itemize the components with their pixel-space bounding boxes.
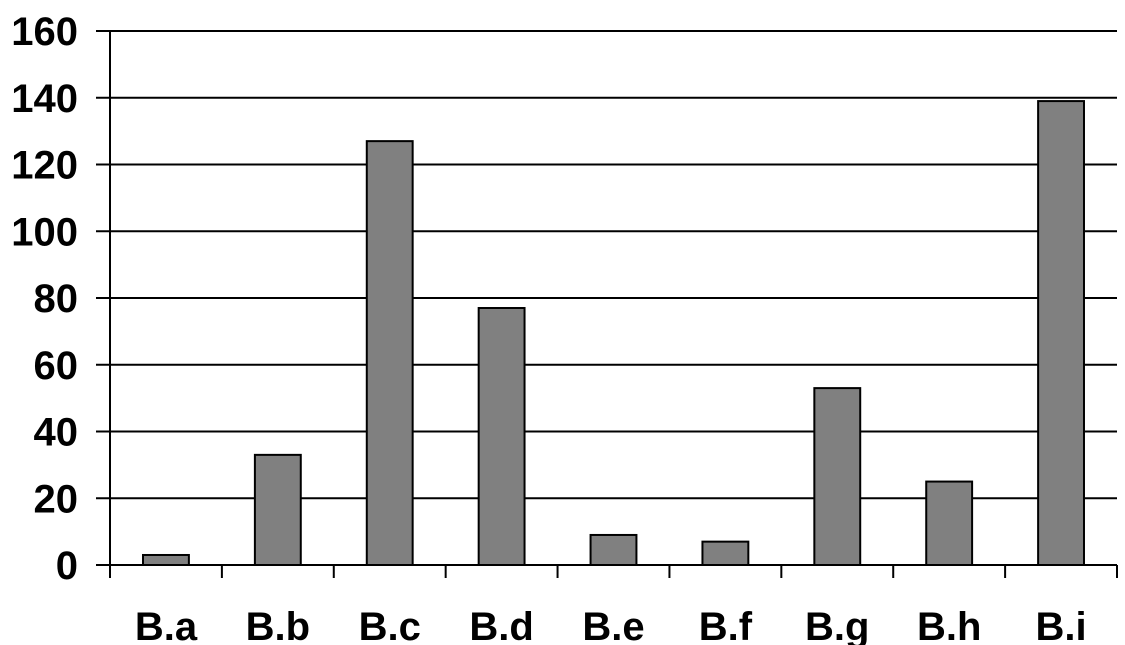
- bar-b-i: [1037, 100, 1085, 567]
- y-tick-labels: 0 20 40 60 80 100 120 140 160: [11, 10, 78, 588]
- y-tick-label-120: 120: [11, 144, 78, 188]
- bar-b-h: [925, 480, 974, 566]
- y-tick-label-40: 40: [34, 411, 79, 455]
- gridlines: [110, 30, 1117, 500]
- y-tick-label-160: 160: [11, 10, 78, 54]
- bar-b-g: [813, 387, 862, 566]
- x-tick-label-b-c: B.c: [359, 605, 421, 645]
- axes: [96, 30, 1118, 578]
- y-tick-label-100: 100: [11, 210, 78, 254]
- bar-b-c: [365, 140, 414, 566]
- y-tick-label-0: 0: [56, 544, 78, 588]
- x-tick-label-b-f: B.f: [699, 605, 753, 645]
- x-tick-label-b-i: B.i: [1035, 605, 1086, 645]
- bar-b-e: [589, 533, 638, 567]
- y-tick-label-80: 80: [34, 277, 79, 321]
- bar-b-d: [477, 307, 526, 566]
- x-tick-label-b-h: B.h: [917, 605, 981, 645]
- bar-b-f: [701, 540, 750, 567]
- x-tick-label-b-d: B.d: [469, 605, 533, 645]
- bar-b-a: [142, 553, 190, 566]
- x-tick-label-b-g: B.g: [805, 605, 869, 645]
- x-tick-label-b-a: B.a: [135, 605, 198, 645]
- y-tick-label-60: 60: [34, 344, 79, 388]
- bars: [142, 100, 1085, 567]
- x-tick-labels: B.a B.b B.c B.d B.e B.f B.g B.h B.i: [135, 605, 1087, 645]
- y-tick-label-140: 140: [11, 77, 78, 121]
- x-tick-label-b-b: B.b: [246, 605, 310, 645]
- x-tick-label-b-e: B.e: [582, 605, 644, 645]
- bar-b-b: [253, 453, 302, 566]
- y-tick-label-20: 20: [34, 477, 79, 521]
